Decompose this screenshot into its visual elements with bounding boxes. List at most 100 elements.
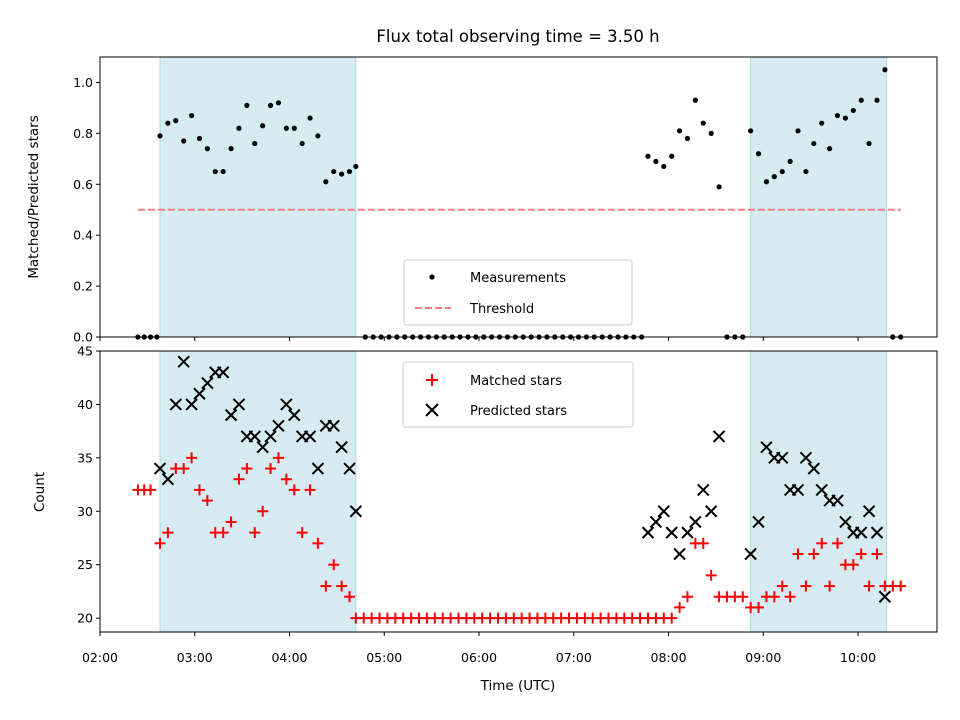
measurement-point [661, 163, 667, 170]
x-tick-label: 08:00 [651, 650, 687, 665]
predicted-star-point [799, 451, 813, 465]
measurement-point [212, 168, 218, 175]
measurement-point [866, 140, 872, 147]
y-tick-label: 40 [77, 397, 93, 412]
measurement-point [315, 133, 321, 139]
predicted-star-point [862, 505, 876, 518]
measurement-point [181, 138, 187, 144]
plot-area [135, 67, 904, 340]
chart-title: Flux total observing time = 3.50 h [376, 27, 659, 46]
legend: Matched stars Predicted stars [402, 361, 634, 428]
predicted-star-point [153, 462, 167, 475]
predicted-star-point [815, 483, 828, 497]
y-tick-label: 30 [77, 504, 93, 519]
shaded-intervals [159, 57, 887, 337]
predicted-star-point [193, 387, 206, 400]
predicted-star-point [681, 526, 694, 539]
predicted-star-point [264, 430, 277, 443]
x-tick-label: 10:00 [840, 650, 876, 665]
legend-marker-predicted [425, 403, 439, 417]
measurement-point [323, 179, 329, 185]
matched-star-point [272, 452, 284, 464]
x-tick-label: 03:00 [177, 650, 213, 665]
matched-star-point [320, 580, 332, 592]
legend-box [403, 259, 633, 326]
predicted-star-point [689, 515, 702, 529]
measurement-point [755, 151, 762, 157]
predicted-star-point [248, 430, 261, 443]
matched-star-point [816, 537, 828, 549]
predicted-star-point [870, 526, 884, 539]
predicted-star-point [657, 505, 670, 518]
measurement-point [188, 112, 195, 119]
measurement-point [811, 140, 817, 147]
matched-star-point [328, 559, 340, 571]
legend-box [402, 361, 634, 428]
measurement-point [291, 125, 297, 131]
matched-star-point [705, 569, 717, 581]
matched-star-point [681, 591, 693, 603]
matched-star-point [800, 580, 812, 592]
matched-star-point [336, 580, 348, 592]
matched-star-point [217, 527, 229, 539]
y-axis-label: Matched/Predicted stars [26, 115, 42, 278]
measurement-point [165, 120, 171, 126]
measurement-point [716, 184, 722, 190]
matched-star-point [784, 591, 796, 603]
matched-star-point [895, 580, 907, 592]
predicted-star-point [878, 590, 892, 603]
measurement-point [795, 128, 801, 134]
predicted-star-point [169, 398, 183, 411]
measurement-point [346, 168, 353, 175]
measurement-point [787, 158, 793, 164]
measurement-point [842, 115, 849, 121]
measurement-point [803, 168, 809, 175]
predicted-star-point [161, 473, 175, 486]
axes-frame [99, 56, 938, 338]
predicted-star-point [776, 451, 789, 465]
predicted-star-point [343, 462, 356, 475]
measurement-point [157, 133, 163, 139]
matched-star-point [776, 580, 788, 592]
measurement-point [834, 112, 841, 119]
measurement-point [299, 140, 305, 147]
predicted-star-point [791, 483, 805, 497]
measurement-point [669, 153, 675, 159]
predicted-star-point [649, 515, 663, 529]
matched-star-point [855, 548, 867, 560]
measurement-point [275, 100, 282, 106]
matched-star-point [312, 537, 324, 549]
predicted-star-point [303, 430, 317, 443]
shaded-interval [160, 57, 356, 337]
measurement-point [236, 125, 242, 131]
measurement-point [748, 128, 754, 134]
x-tick-label: 06:00 [461, 650, 497, 665]
matched-star-point [233, 473, 245, 485]
matched-star-point [666, 612, 678, 624]
matched-star-point [249, 527, 261, 539]
y-tick-label: 1.0 [73, 75, 93, 90]
measurement-point [850, 107, 856, 114]
measurement-point [307, 115, 313, 121]
legend-marker-measurements [429, 274, 435, 280]
measurement-point [196, 135, 203, 142]
matched-star-point [832, 537, 844, 549]
predicted-star-point [831, 494, 844, 507]
measurement-point [882, 67, 888, 73]
measurement-point [692, 97, 698, 103]
measurement-point [228, 146, 234, 152]
measurement-point [204, 146, 210, 152]
y-axis: 20 25 30 35 40 45 [77, 344, 100, 626]
predicted-star-point [744, 547, 757, 561]
matched-star-point [162, 527, 174, 539]
measurement-point [244, 102, 250, 108]
matched-star-point [824, 580, 836, 592]
predicted-star-point [349, 505, 363, 518]
predicted-star-point [854, 526, 868, 539]
predicted-star-point [807, 462, 821, 475]
predicted-star-point [224, 408, 238, 422]
matched-star-point [265, 463, 277, 475]
predicted-star-point [704, 505, 718, 518]
matched-star-point [792, 548, 804, 560]
